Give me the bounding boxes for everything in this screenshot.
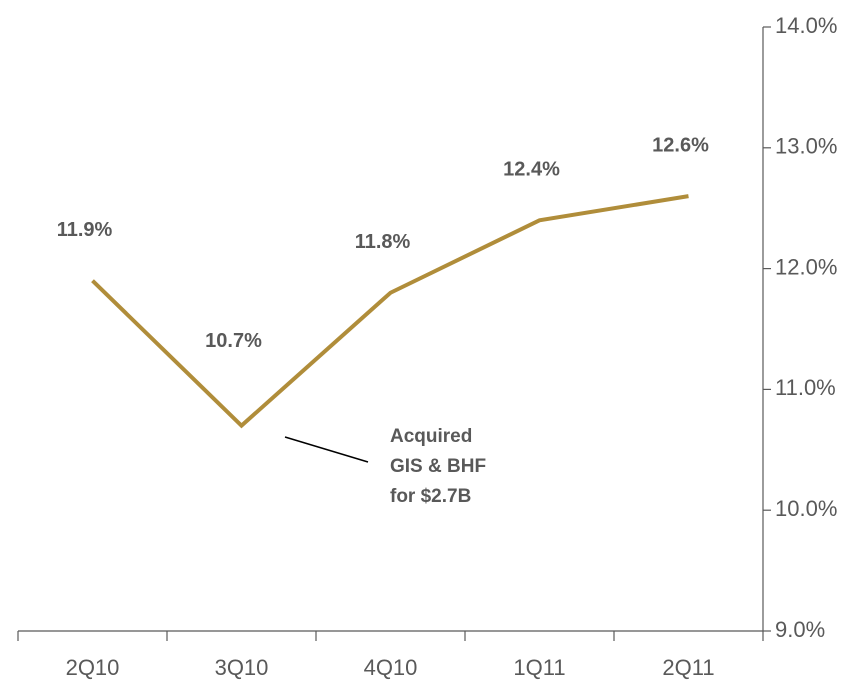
x-tick-label: 3Q10	[215, 655, 269, 680]
x-tick-label: 2Q10	[66, 655, 120, 680]
annotation: for $2.7B	[390, 486, 471, 507]
y-tick-label: 14.0%	[775, 13, 837, 38]
y-tick-label: 10.0%	[775, 496, 837, 521]
annotation: GIS & BHF	[390, 456, 486, 477]
data-label: 10.7%	[205, 330, 262, 352]
data-label: 12.6%	[652, 134, 709, 156]
x-tick-label: 1Q11	[513, 655, 565, 680]
y-tick-label: 11.0%	[775, 375, 836, 400]
data-label: 11.8%	[355, 231, 411, 253]
x-tick-label: 2Q11	[662, 655, 714, 680]
annotation: Acquired	[390, 426, 472, 447]
y-tick-label: 13.0%	[775, 134, 837, 159]
data-label: 12.4%	[503, 159, 560, 181]
x-tick-label: 4Q10	[364, 655, 418, 680]
annotation-leader	[284, 436, 369, 463]
y-tick-label: 12.0%	[775, 254, 837, 279]
line-series	[91, 194, 689, 429]
y-tick-label: 9.0%	[775, 617, 825, 642]
data-label: 11.9%	[57, 219, 113, 241]
